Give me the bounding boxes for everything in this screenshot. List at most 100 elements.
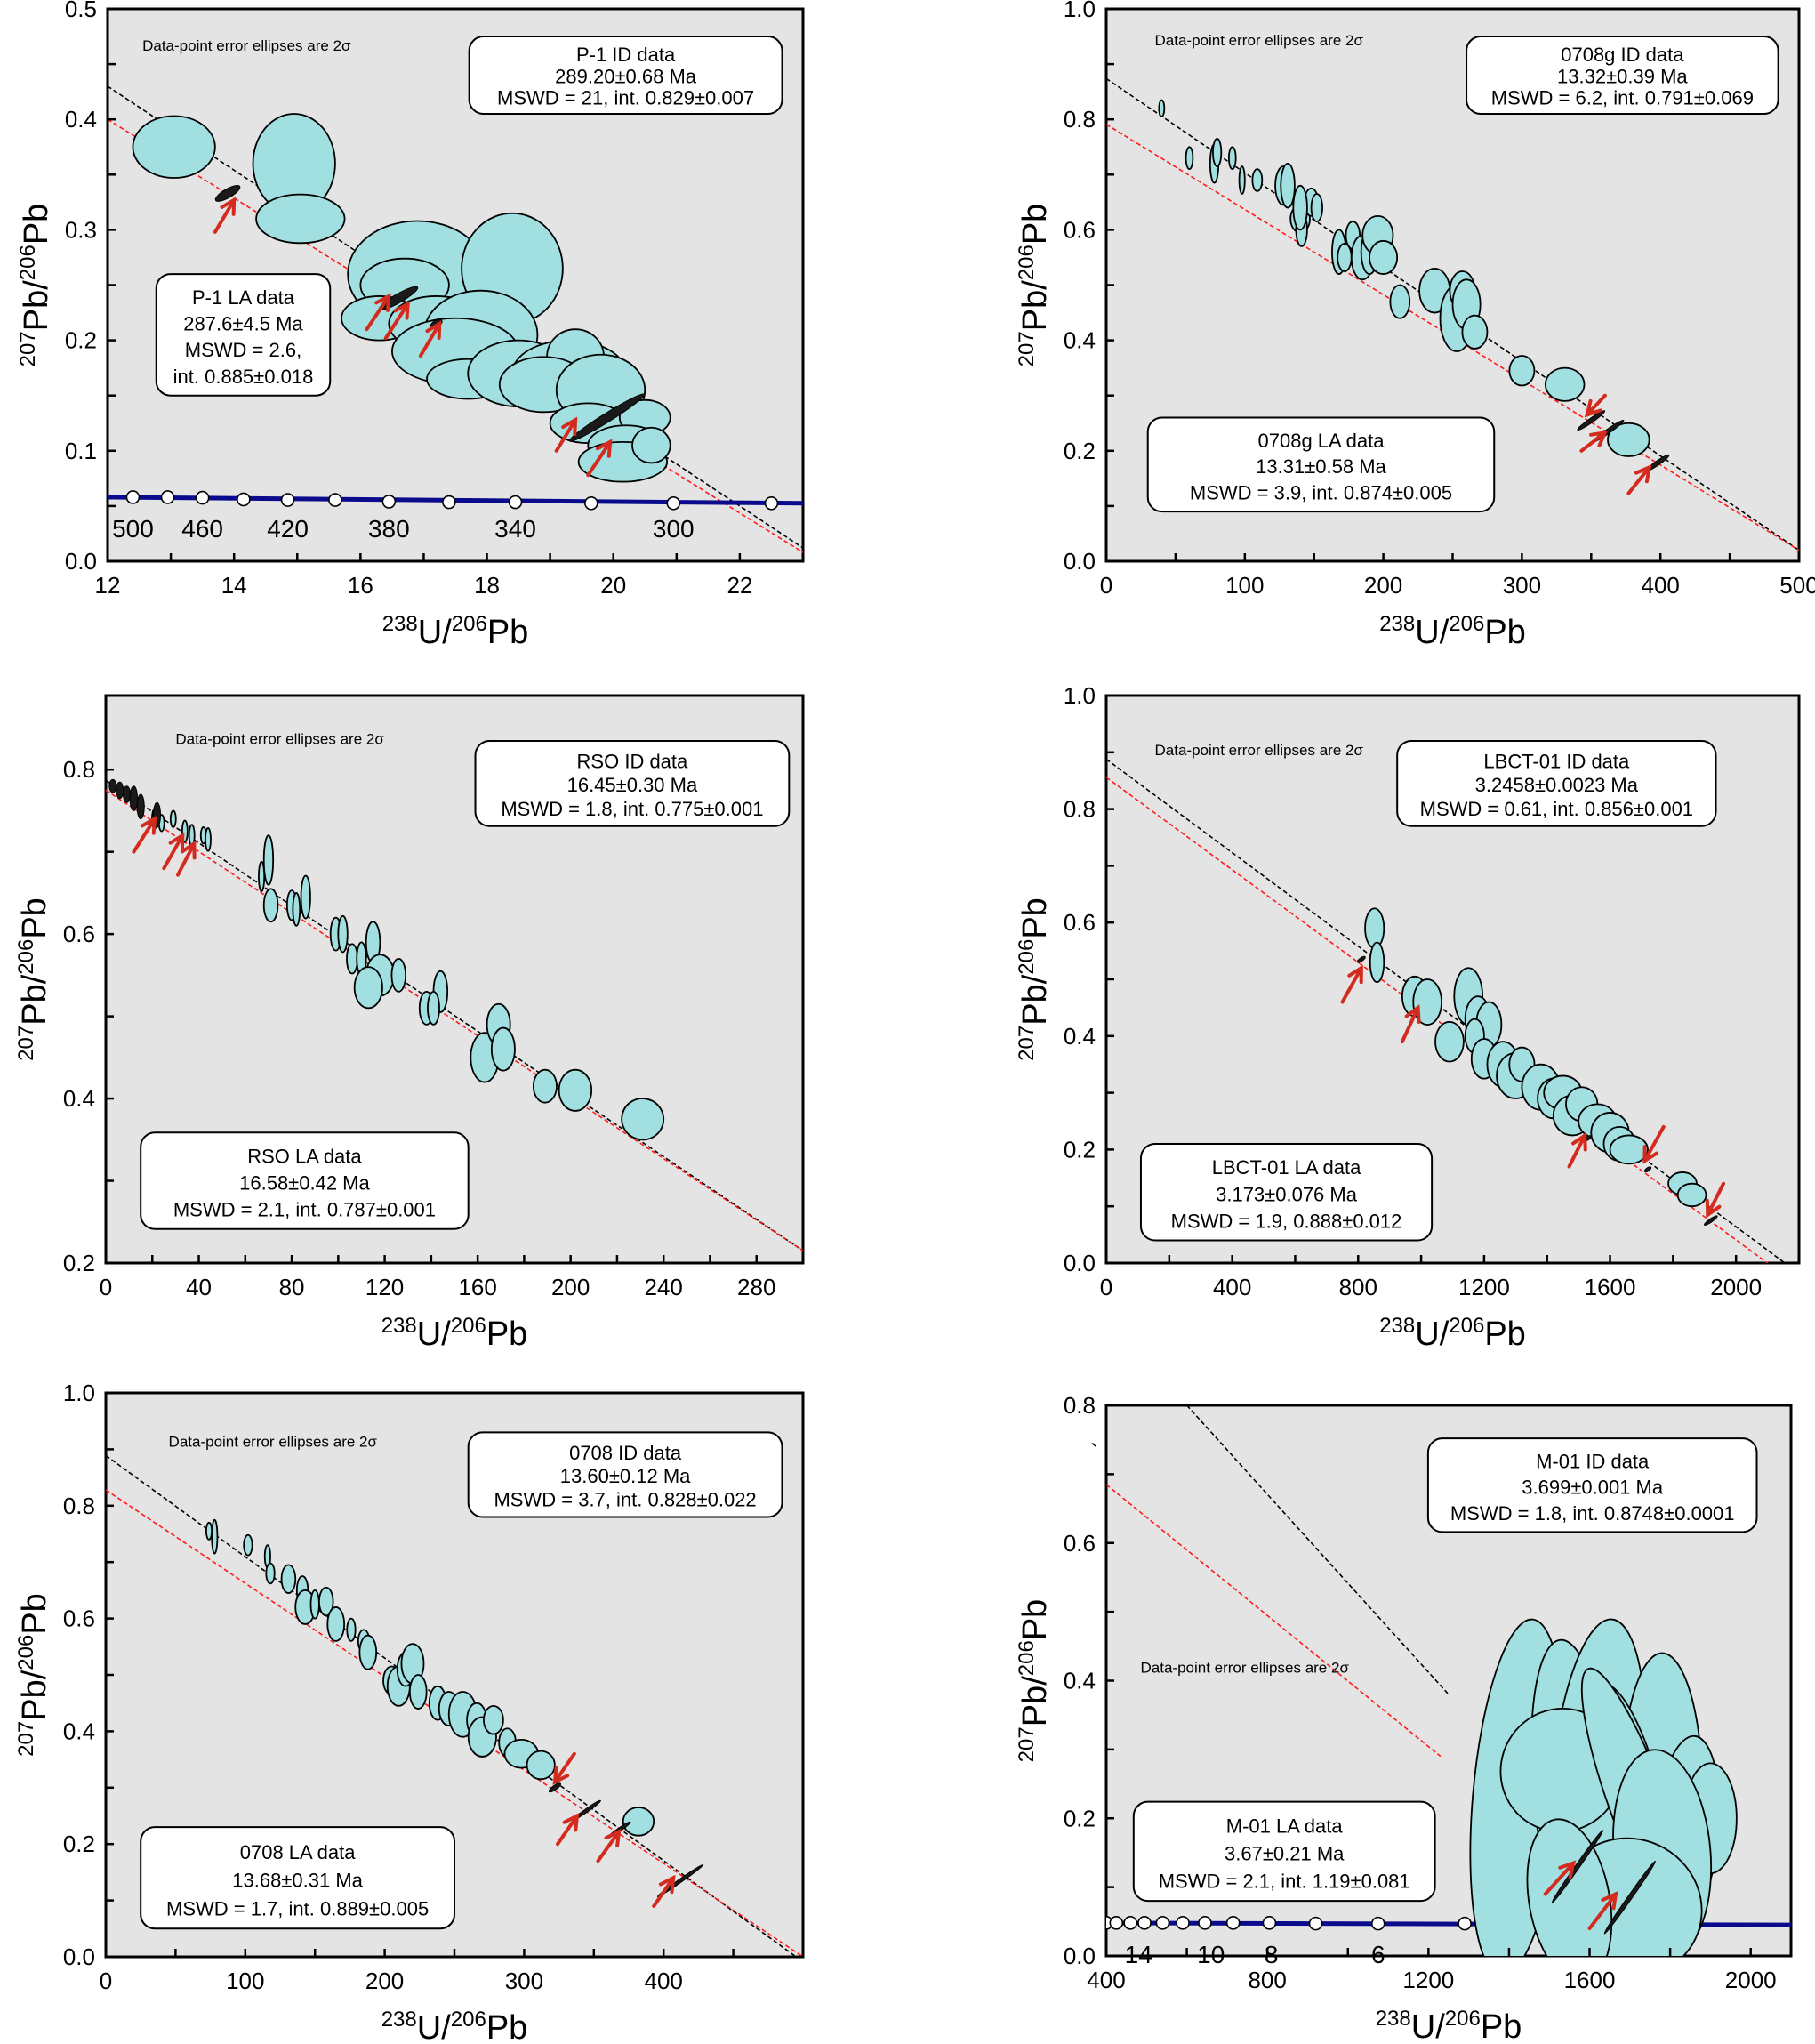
x-axis-label: 238U/206Pb bbox=[1376, 2007, 1522, 2044]
y-tick-label: 0.6 bbox=[63, 921, 95, 947]
box-title: 0708g ID data bbox=[1561, 44, 1684, 66]
box-stats: MSWD = 2.1, int. 0.787±0.001 bbox=[173, 1199, 436, 1221]
concordia-age-marker bbox=[1155, 1916, 1170, 1930]
data-ellipse bbox=[408, 1674, 428, 1710]
data-ellipse bbox=[1369, 239, 1399, 275]
y-tick-label: 1.0 bbox=[63, 1380, 95, 1406]
box-stats: MSWD = 2.1, int. 1.19±0.081 bbox=[1159, 1871, 1410, 1893]
y-tick-label: 0.2 bbox=[1064, 1136, 1096, 1163]
red-arrow-icon bbox=[554, 416, 578, 453]
concordia-age-marker bbox=[1458, 1916, 1472, 1931]
box-title: LBCT-01 LA data bbox=[1212, 1156, 1361, 1179]
error-ellipse-note: Data-point error ellipses are 2σ bbox=[175, 730, 384, 747]
y-tick-label: 0.0 bbox=[63, 1943, 95, 1970]
plot-content bbox=[1106, 758, 1786, 1263]
box-title: P-1 ID data bbox=[576, 44, 676, 66]
data-ellipse bbox=[1508, 355, 1536, 387]
x-tick-label: 0 bbox=[1100, 572, 1112, 599]
x-tick-label: 2000 bbox=[1725, 1967, 1777, 1993]
y-tick-label: 0.0 bbox=[65, 548, 97, 575]
y-tick-label: 0.8 bbox=[63, 1493, 95, 1519]
x-tick-label: 40 bbox=[186, 1274, 212, 1300]
concordia-age-marker bbox=[160, 490, 175, 504]
red-arrow-icon bbox=[1642, 1124, 1666, 1164]
id-regression-line bbox=[108, 85, 803, 549]
data-ellipse bbox=[337, 914, 349, 954]
y-tick-label: 1.0 bbox=[1064, 0, 1096, 22]
id-regression-line bbox=[106, 779, 803, 1251]
x-tick-label: 0 bbox=[1100, 1274, 1112, 1300]
concordia-age-label: 8 bbox=[1265, 1941, 1279, 1968]
y-tick-label: 0.8 bbox=[1064, 106, 1096, 133]
concordia-age-marker bbox=[1176, 1916, 1190, 1930]
box-title: 0708 LA data bbox=[240, 1841, 356, 1863]
red-arrow-icon bbox=[365, 293, 391, 332]
box-title: M-01 LA data bbox=[1226, 1815, 1344, 1838]
data-ellipse bbox=[1364, 907, 1385, 949]
x-tick-label: 120 bbox=[365, 1274, 404, 1300]
id-data-ellipse bbox=[123, 785, 132, 803]
data-ellipse bbox=[490, 1026, 516, 1072]
box-title: RSO LA data bbox=[247, 1145, 362, 1167]
concordia-age-marker bbox=[280, 493, 295, 507]
data-ellipse bbox=[309, 1589, 320, 1620]
concordia-age-label: 340 bbox=[494, 515, 536, 543]
x-tick-label: 80 bbox=[279, 1274, 305, 1300]
concordia-age-marker bbox=[1225, 1916, 1241, 1930]
stray-mark: ` bbox=[1090, 1439, 1098, 1466]
data-ellipse bbox=[326, 1606, 346, 1642]
y-tick-label: 0.4 bbox=[63, 1718, 95, 1744]
box-title: M-01 ID data bbox=[1536, 1450, 1650, 1472]
data-ellipse bbox=[280, 1564, 297, 1594]
data-ellipse bbox=[211, 1518, 219, 1555]
x-tick-label: 160 bbox=[458, 1274, 496, 1300]
x-tick-label: 22 bbox=[727, 572, 752, 599]
y-tick-label: 0.5 bbox=[65, 0, 97, 22]
data-ellipse bbox=[1310, 193, 1323, 222]
x-tick-label: 400 bbox=[1213, 1274, 1251, 1300]
data-ellipse bbox=[358, 1634, 378, 1670]
x-tick-label: 16 bbox=[348, 572, 373, 599]
error-ellipse-note: Data-point error ellipses are 2σ bbox=[142, 37, 351, 54]
red-arrow-icon bbox=[213, 197, 237, 234]
y-tick-label: 0.4 bbox=[63, 1085, 95, 1112]
chart-p1: 12 14 16 18 20 22 0.0 0.1 0.2 0.3 0.4 0.5 238U/206Pb… bbox=[16, 0, 805, 651]
box-age: 3.67±0.21 Ma bbox=[1225, 1843, 1345, 1865]
box-stats: MSWD = 21, int. 0.829±0.007 bbox=[497, 87, 754, 109]
box-age: 287.6±4.5 Ma bbox=[183, 312, 303, 334]
la-data-box: P-1 LA data 287.6±4.5 Ma MSWD = 2.6, int. 0… bbox=[155, 273, 332, 397]
y-axis-label: 207Pb/206Pb bbox=[1015, 1599, 1054, 1763]
concordia-age-label: 420 bbox=[267, 515, 309, 543]
y-axis-label: 207Pb/206Pb bbox=[16, 204, 55, 367]
data-ellipse bbox=[1607, 422, 1650, 457]
y-tick-label: 0.4 bbox=[1064, 1668, 1096, 1694]
concordia-age-marker bbox=[666, 495, 681, 511]
data-ellipse bbox=[205, 1521, 213, 1541]
box-stats-2: int. 0.885±0.018 bbox=[173, 366, 314, 388]
box-stats: MSWD = 3.7, int. 0.828±0.022 bbox=[494, 1489, 756, 1511]
red-arrow-icon bbox=[162, 832, 185, 871]
concordia-age-marker bbox=[584, 495, 598, 511]
concordia-age-marker bbox=[1123, 1916, 1137, 1930]
la-data-box: RSO LA data 16.58±0.42 Ma MSWD = 2.1, int.… bbox=[140, 1131, 470, 1230]
y-tick-label: 0.2 bbox=[63, 1250, 95, 1276]
box-stats: MSWD = 3.9, int. 0.874±0.005 bbox=[1190, 482, 1452, 504]
data-ellipse bbox=[132, 115, 216, 179]
y-tick-label: 0.2 bbox=[1064, 1805, 1096, 1831]
box-stats: MSWD = 1.9, 0.888±0.012 bbox=[1171, 1210, 1402, 1232]
box-stats: MSWD = 6.2, int. 0.791±0.069 bbox=[1491, 87, 1754, 109]
y-tick-label: 1.0 bbox=[1064, 682, 1096, 709]
data-ellipse bbox=[292, 892, 301, 927]
box-age: 13.60±0.12 Ma bbox=[560, 1465, 691, 1487]
data-ellipse bbox=[526, 1750, 556, 1781]
data-ellipse bbox=[622, 1807, 655, 1837]
data-ellipse bbox=[1609, 1134, 1649, 1165]
concordia-age-label: 380 bbox=[368, 515, 410, 543]
chart-g0708b: 0 100 200 300 400 0.0 0.2 0.4 0.6 0.8 1.0 238U/206P… bbox=[14, 1380, 805, 2044]
x-tick-label: 20 bbox=[600, 572, 626, 599]
plot-content bbox=[1106, 77, 1799, 551]
data-ellipse bbox=[1526, 1818, 1613, 1956]
id-data-ellipse bbox=[129, 785, 139, 811]
id-data-ellipse bbox=[1643, 1166, 1652, 1173]
data-ellipse bbox=[265, 1562, 276, 1585]
